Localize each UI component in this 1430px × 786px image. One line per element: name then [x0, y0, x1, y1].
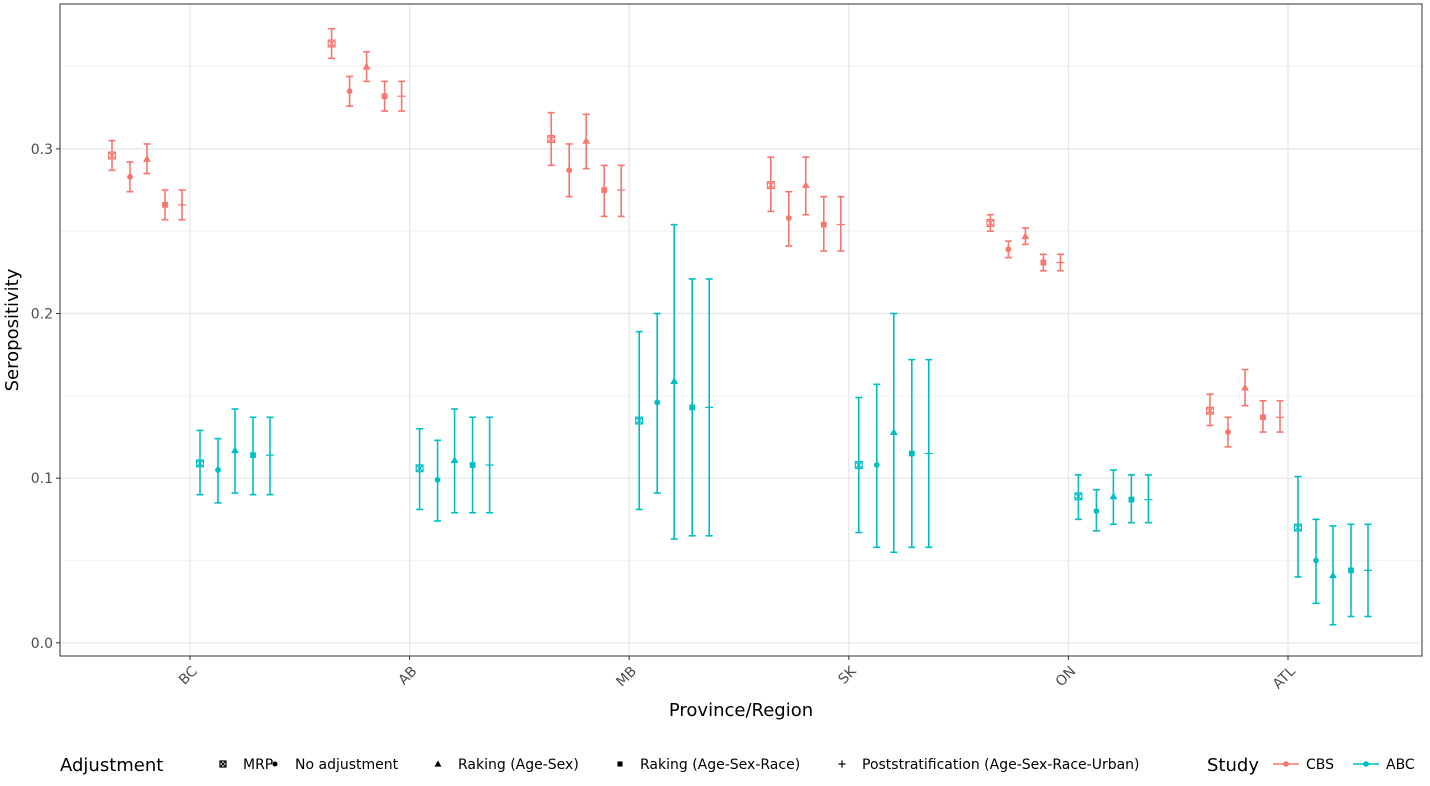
series-abc — [196, 223, 1373, 626]
point-raking-age-sex-race — [162, 201, 168, 208]
point-raking-age-sex-race — [1348, 567, 1354, 574]
point-mrp — [766, 181, 775, 190]
point-poststratification — [1275, 413, 1285, 422]
legend-label: Poststratification (Age-Sex-Race-Urban) — [862, 757, 1140, 773]
point-raking-age-sex — [450, 456, 459, 464]
point-no-adjustment — [566, 167, 573, 174]
legend-layer: Adjustment MRP No adjustment Raking (Age-Se… — [60, 755, 1415, 776]
point-raking-age-sex — [670, 377, 679, 384]
legend-key-point — [1363, 761, 1369, 767]
point-raking-age-sex-race — [617, 761, 623, 767]
point-poststratification — [836, 220, 845, 229]
data-layer — [107, 27, 1373, 626]
legend-label: Raking (Age-Sex) — [458, 757, 579, 773]
point-poststratification — [1363, 566, 1373, 575]
point-mrp — [986, 218, 995, 227]
point-raking-age-sex-race — [689, 404, 696, 411]
point-poststratification — [705, 403, 714, 412]
point-mrp — [1205, 406, 1214, 415]
point-mrp — [107, 151, 116, 160]
point-poststratification — [397, 92, 406, 101]
point-mrp — [854, 461, 863, 470]
legend-label: CBS — [1306, 757, 1334, 773]
point-raking-age-sex — [582, 136, 591, 144]
point-raking-age-sex — [434, 760, 442, 767]
point-raking-age-sex — [1021, 232, 1030, 240]
point-raking-age-sex — [1109, 492, 1118, 500]
point-no-adjustment — [654, 399, 661, 406]
point-mrp — [196, 459, 205, 468]
point-no-adjustment — [873, 462, 880, 468]
point-mrp — [1293, 523, 1302, 532]
legend-key-point — [1283, 761, 1289, 767]
point-raking-age-sex-race — [1128, 496, 1135, 503]
point-mrp — [547, 135, 556, 144]
legend-item-mrp: MRP — [219, 757, 273, 773]
legend-item-cbs: CBS — [1273, 757, 1334, 773]
legend-label: MRP — [243, 757, 273, 773]
x-axis-title: Province/Region — [669, 700, 813, 721]
point-raking-age-sex-race — [601, 187, 608, 193]
legend-item-post: Poststratification (Age-Sex-Race-Urban) — [838, 757, 1140, 773]
point-poststratification — [485, 460, 494, 470]
point-mrp — [635, 416, 644, 425]
point-mrp — [327, 39, 336, 48]
y-tick-label: 0.1 — [31, 471, 53, 487]
y-tick-label: 0.3 — [31, 142, 53, 158]
point-no-adjustment — [272, 761, 278, 767]
point-poststratification — [265, 451, 275, 460]
point-raking-age-sex-race — [908, 450, 915, 457]
point-raking-age-sex-race — [1260, 414, 1266, 421]
legend-label: ABC — [1386, 757, 1415, 773]
point-poststratification — [1144, 495, 1153, 504]
legend-title-study: Study — [1207, 755, 1259, 776]
point-raking-age-sex — [801, 181, 810, 189]
point-raking-age-sex-race — [250, 452, 256, 459]
point-raking-age-sex — [1241, 383, 1249, 391]
legend-title-adjustment: Adjustment — [60, 755, 163, 776]
point-raking-age-sex — [889, 428, 898, 436]
legend-item-none: No adjustment — [272, 757, 399, 773]
point-raking-age-sex — [143, 154, 151, 162]
point-raking-age-sex-race — [820, 221, 827, 228]
point-no-adjustment — [1005, 246, 1012, 253]
legend-item-abc: ABC — [1353, 757, 1415, 773]
point-no-adjustment — [434, 476, 441, 483]
point-raking-age-sex — [231, 446, 239, 454]
point-no-adjustment — [215, 467, 221, 473]
point-poststratification — [838, 760, 846, 768]
point-raking-age-sex — [362, 62, 371, 70]
legend-label: No adjustment — [295, 757, 399, 773]
legend-label: Raking (Age-Sex-Race) — [640, 757, 800, 773]
point-poststratification — [617, 185, 626, 195]
point-mrp — [415, 464, 424, 473]
point-poststratification — [177, 200, 187, 209]
point-no-adjustment — [1093, 508, 1100, 515]
point-no-adjustment — [127, 173, 133, 180]
legend-item-rake_asr: Raking (Age-Sex-Race) — [617, 757, 800, 773]
point-no-adjustment — [1225, 429, 1231, 435]
point-poststratification — [1056, 258, 1065, 267]
legend-item-rake_as: Raking (Age-Sex) — [434, 757, 579, 773]
grid-layer — [60, 4, 1422, 656]
y-axis-title: Seropositivity — [2, 268, 23, 391]
y-tick-label: 0.2 — [31, 307, 53, 323]
point-poststratification — [924, 449, 933, 458]
point-raking-age-sex — [1329, 571, 1337, 579]
point-raking-age-sex-race — [381, 93, 388, 100]
point-no-adjustment — [346, 88, 353, 95]
series-cbs — [107, 27, 1285, 448]
panel-border — [59, 3, 1423, 657]
point-raking-age-sex-race — [1040, 259, 1047, 266]
point-raking-age-sex-race — [469, 462, 476, 468]
point-mrp — [1074, 492, 1083, 501]
point-no-adjustment — [1313, 557, 1319, 564]
point-no-adjustment — [785, 215, 792, 221]
point-mrp — [219, 760, 227, 768]
y-tick-label: 0.0 — [31, 636, 53, 652]
